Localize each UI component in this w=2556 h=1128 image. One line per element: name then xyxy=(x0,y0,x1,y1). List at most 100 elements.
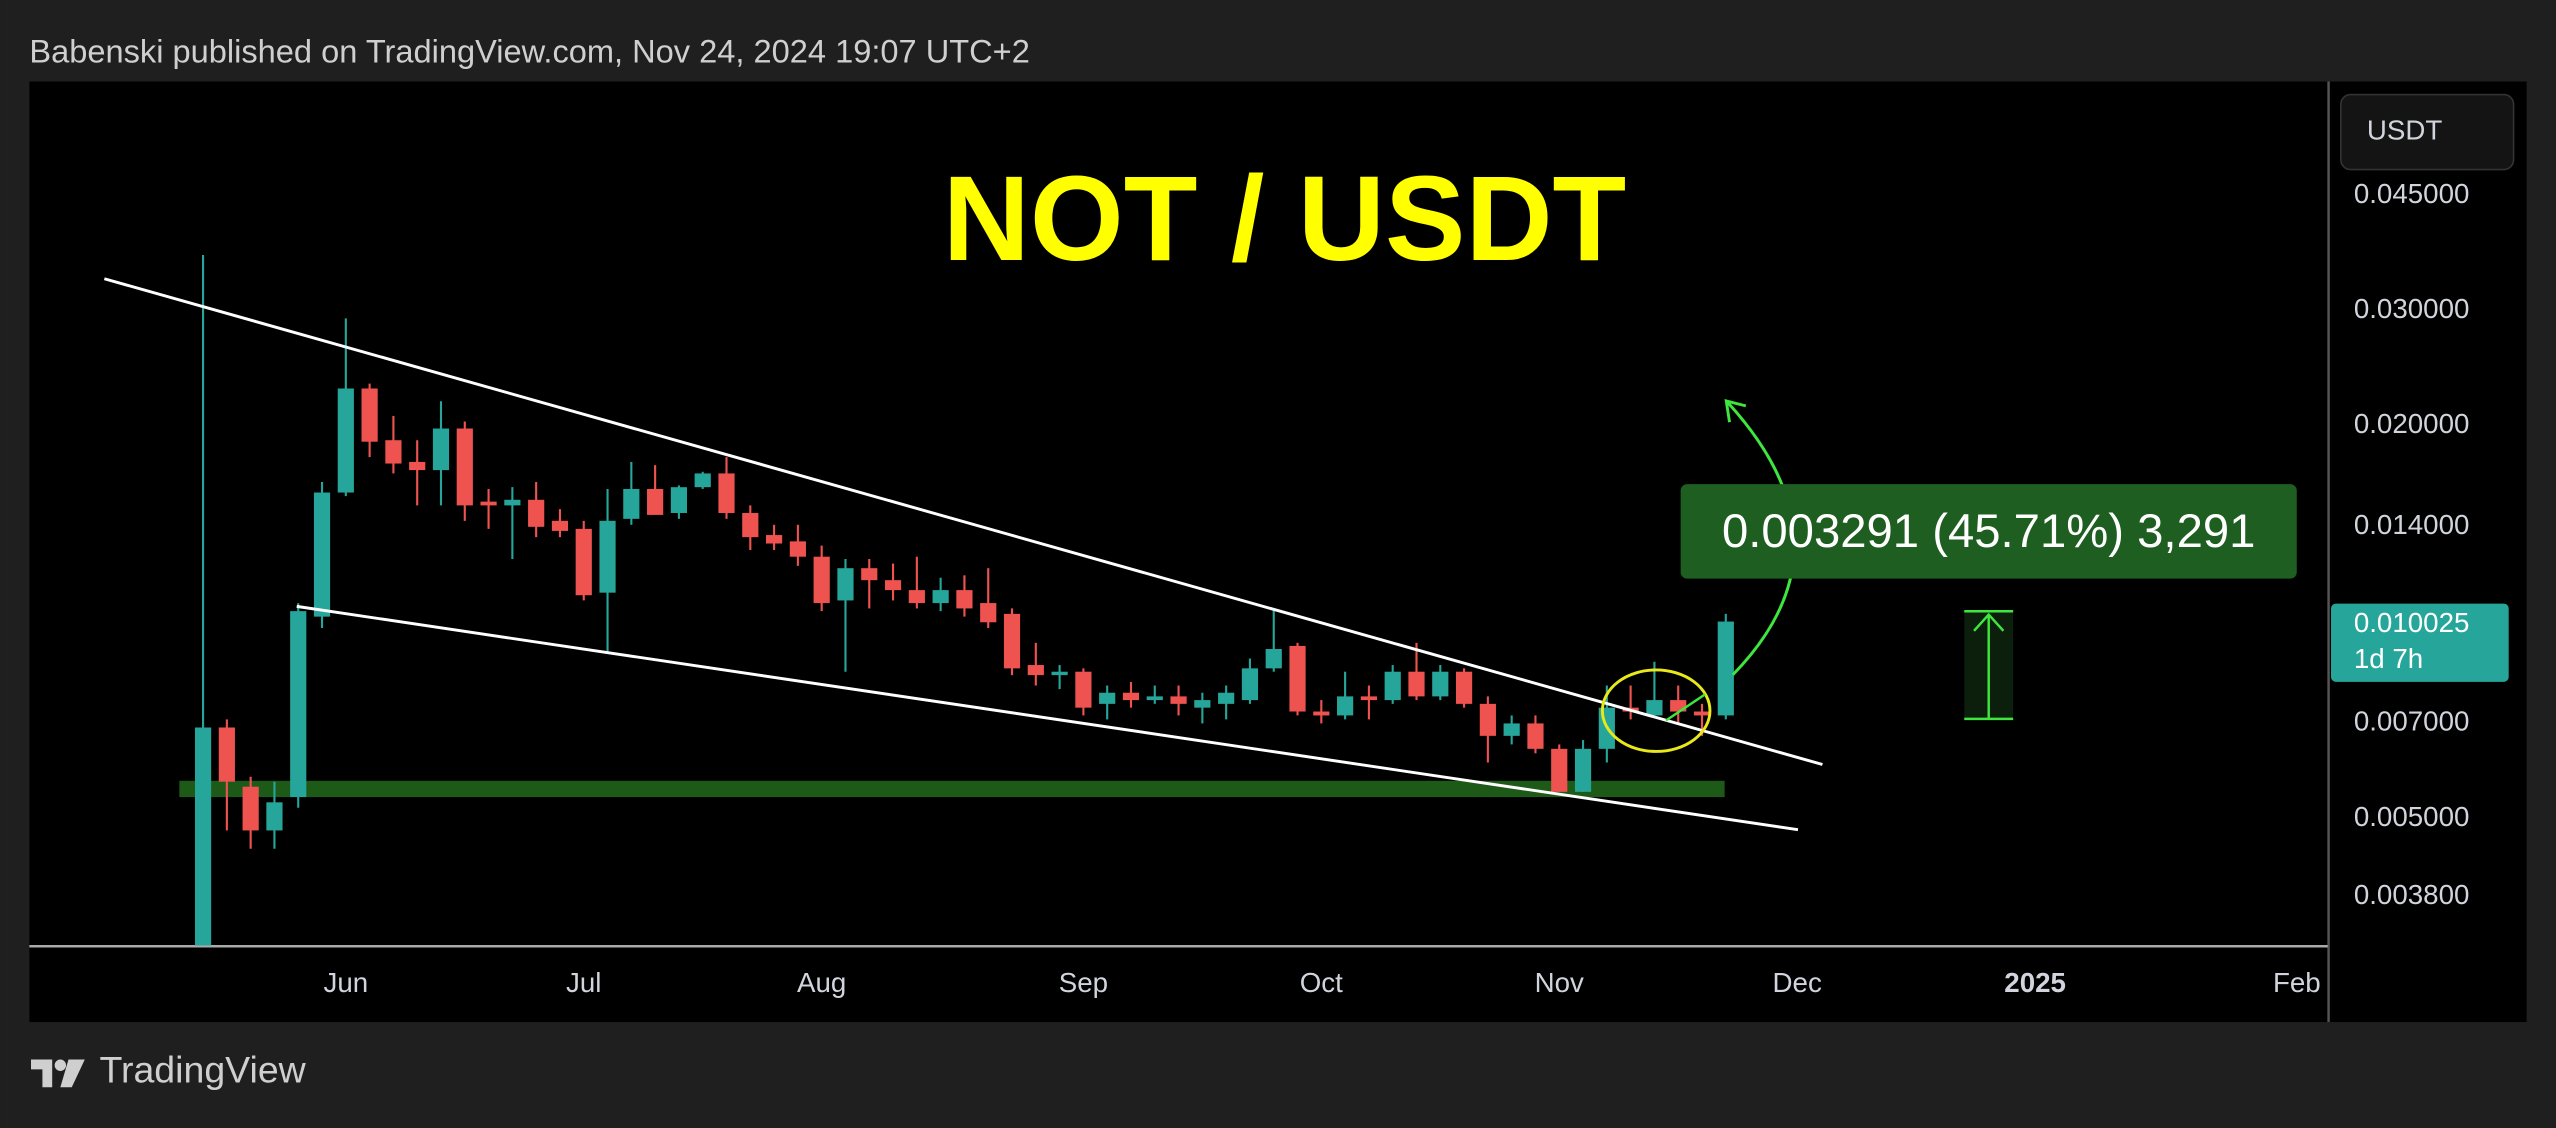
candle-body xyxy=(1503,723,1520,736)
candle-body xyxy=(194,727,212,946)
candle-body xyxy=(932,590,949,604)
candle-body xyxy=(1432,671,1449,697)
candle-body xyxy=(313,492,331,617)
logo-mark xyxy=(31,1059,53,1088)
candle-body xyxy=(1337,696,1354,716)
last-price-tag xyxy=(2331,603,2509,682)
support-zone xyxy=(179,780,1725,798)
candle-body xyxy=(337,388,354,493)
candle-body xyxy=(1265,649,1282,669)
candle-body xyxy=(647,488,664,515)
candle-body xyxy=(1408,671,1425,697)
y-tick-label: 0.005000 xyxy=(2354,801,2470,832)
logo-dot xyxy=(54,1059,67,1071)
chart-title: NOT / USDT xyxy=(943,151,1626,286)
candle-body xyxy=(504,499,521,506)
candle-body xyxy=(980,603,997,623)
attribution: Babenski published on TradingView.com, N… xyxy=(29,32,1029,69)
candle-body xyxy=(551,520,569,531)
y-tick-label: 0.020000 xyxy=(2354,408,2470,439)
candle-body xyxy=(1670,700,1687,712)
candle-body xyxy=(1170,696,1187,704)
candle-body xyxy=(1099,692,1116,704)
candle-body xyxy=(1289,645,1306,712)
candle-body xyxy=(1693,711,1711,716)
candle-body xyxy=(1574,748,1592,792)
measure-arrowhead xyxy=(1973,612,2005,632)
candle-body xyxy=(742,512,759,538)
candle-body xyxy=(1241,668,1259,701)
lower-trendline xyxy=(296,604,1799,832)
x-tick-label: Sep xyxy=(1059,967,1108,998)
candle-body xyxy=(765,535,783,544)
x-tick-label: Dec xyxy=(1773,967,1822,998)
candle-body xyxy=(1027,665,1044,676)
last-price-label: 0.010025 xyxy=(2354,607,2470,638)
candle-body xyxy=(908,590,925,604)
candle-body xyxy=(861,568,878,581)
axes: 0.045000 0.030000 0.020000 0.014000 0.007000… xyxy=(323,178,2509,998)
candle-body xyxy=(528,499,545,527)
bar-countdown: 1d 7h xyxy=(2354,643,2423,674)
x-tick-label: Jun xyxy=(323,967,368,998)
y-tick-label: 0.003800 xyxy=(2354,879,2470,910)
breakout-tick xyxy=(1665,693,1706,722)
upper-trendline xyxy=(103,277,1823,766)
candle-body xyxy=(1360,696,1377,701)
y-tick-label: 0.045000 xyxy=(2354,178,2470,209)
candle-body xyxy=(290,611,307,798)
candle-body xyxy=(1646,700,1663,716)
candle-body xyxy=(718,473,735,513)
candle-body xyxy=(480,501,497,506)
tradingview-logo xyxy=(31,1059,85,1088)
candle-body xyxy=(1455,671,1473,704)
candle-body xyxy=(456,428,473,506)
candle-body xyxy=(1122,692,1140,701)
candle-body xyxy=(623,488,640,519)
y-tick-label: 0.030000 xyxy=(2354,293,2470,324)
candle-body xyxy=(599,520,616,593)
candle-body xyxy=(837,568,854,601)
candle-body xyxy=(1051,671,1068,676)
candle-body xyxy=(956,590,973,609)
candle-body xyxy=(1479,703,1496,736)
candle-body xyxy=(432,428,450,471)
candle-body xyxy=(694,473,711,488)
candle-body xyxy=(884,580,902,591)
candle-body xyxy=(1551,748,1568,792)
measure-label: 0.003291 (45.71%) 3,291 xyxy=(1722,505,2255,558)
candle-body xyxy=(1146,696,1163,701)
candle-body xyxy=(1717,621,1734,716)
candle-body xyxy=(670,487,688,513)
logo-slash xyxy=(60,1059,85,1088)
projection-arrowhead xyxy=(1724,399,1747,423)
x-tick-label: Jul xyxy=(566,967,601,998)
currency-button[interactable] xyxy=(2339,93,2515,171)
x-tick-label: Feb xyxy=(2273,967,2321,998)
currency-label: USDT xyxy=(2367,114,2442,145)
candle-body xyxy=(1218,692,1235,704)
candle-body xyxy=(409,461,426,471)
y-tick-label: 0.014000 xyxy=(2354,509,2470,540)
candle-body xyxy=(789,541,806,557)
brand: TradingView xyxy=(99,1048,306,1090)
candle-body xyxy=(1075,671,1092,708)
candle-body xyxy=(361,388,378,442)
candle-body xyxy=(575,528,592,596)
breakout-circle xyxy=(1600,668,1712,753)
candle-body xyxy=(218,727,235,782)
candle-body xyxy=(1194,700,1211,708)
candle-body xyxy=(385,440,402,464)
candle-body xyxy=(1003,613,1021,669)
candle-body xyxy=(242,786,259,831)
candle-body xyxy=(266,802,283,831)
candle-body xyxy=(1527,723,1544,749)
candle-body xyxy=(1313,711,1330,716)
x-tick-label: 2025 xyxy=(2004,967,2066,998)
x-tick-label: Nov xyxy=(1535,967,1584,998)
candle-body xyxy=(813,556,830,604)
measure-label-box xyxy=(1680,484,2297,579)
y-tick-label: 0.007000 xyxy=(2354,706,2470,737)
